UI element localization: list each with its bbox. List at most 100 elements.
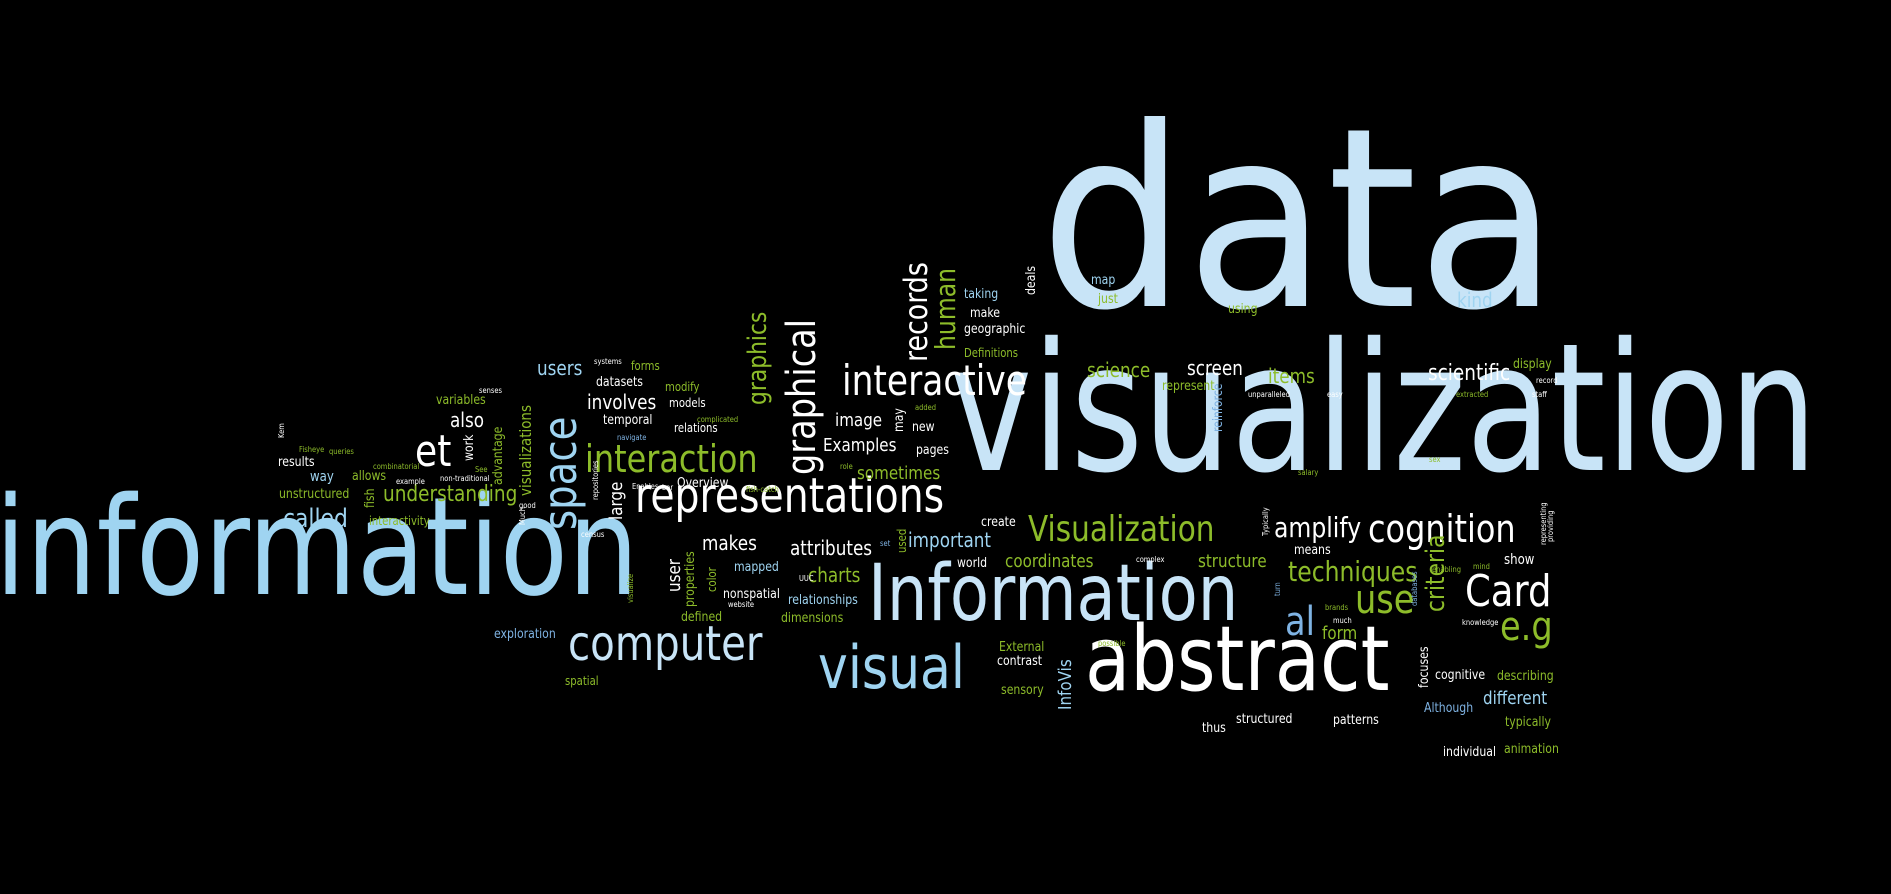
word-allows-89: allows [352,469,387,484]
word-uuc-134: UUC [799,574,814,583]
word-techniques-21: techniques [1288,555,1418,588]
word-computer-6: computer [568,616,763,672]
word-called-24: called [283,504,348,534]
word-census-124: census [581,530,605,539]
word-visual-7: visual [818,633,965,703]
word-science-30: science [1087,358,1151,382]
word-advantage-86: advantage [491,426,506,485]
word-just-101: just [1098,292,1118,307]
word-salary-107: salary [1298,468,1319,477]
word-visualization-11: Visualization [1028,509,1215,550]
word-create-62: create [981,515,1016,530]
word-extracted-110: extracted [1456,390,1489,399]
word-complex-137: complex [1136,555,1165,564]
word-staff-109: staff [1532,390,1547,399]
word-nonspatial-68: nonspatial [723,587,780,602]
word-set-136: set [880,539,891,548]
word-thus-49: thus [1202,721,1226,736]
word-makes-36: makes [702,531,757,555]
word-work-87: work [462,434,477,461]
word-results-90: results [278,455,315,470]
word-visualization-1: visualization [950,305,1818,512]
word-information-2: information [0,469,639,627]
word-important-38: important [908,528,992,552]
word-charts-39: charts [808,563,861,587]
word-users-32: users [537,356,583,380]
word-interactivity-92: interactivity [369,514,430,528]
word-much-140: much [1333,616,1352,625]
word-image-42: image [835,410,883,431]
word-visualizations-85: visualizations [516,405,535,496]
word-records-16: records [897,262,935,362]
word-taking-95: taking [964,287,999,302]
word-may-82: may [892,408,907,432]
word-databases-142: databases [1410,571,1419,606]
word-geographic-98: geographic [964,322,1026,337]
word-human-17: human [929,267,962,350]
word-overview-75: Overview [677,476,729,491]
word-interaction-9: interaction [585,437,758,481]
word-new-83: new [912,420,935,435]
word-non-traditional-119: non-traditional [440,474,490,483]
word-sex-149: sex [1429,455,1441,464]
word-mind-144: mind [1473,562,1490,571]
word-sometimes-37: sometimes [857,463,941,484]
word-map-100: map [1091,273,1116,288]
word-forms-80: forms [631,359,660,373]
word-understanding-25: understanding [383,482,518,507]
word-defined-67: defined [681,610,723,625]
word-large-74: large [606,481,627,520]
word-turn-141: turn [1273,582,1282,596]
word-al-20: al [1285,599,1315,645]
word-enabling-145: enabling [1432,565,1462,574]
word-complicated-130: complicated [697,415,739,424]
word-cognitive-54: cognitive [1435,668,1486,683]
word-graphics-26: graphics [743,311,773,405]
word-modify-81: modify [665,380,700,394]
word-typically-146: Typically [1261,507,1270,536]
word-reinforce-105: reinforce [1211,383,1226,432]
word-sensory-57: sensory [1001,683,1044,698]
word-external-59: External [999,640,1045,655]
word-relations-79: relations [674,421,718,435]
word-see-121: See [475,465,488,474]
word-abstract-3: abstract [1085,607,1390,712]
word-website-133: website [728,600,755,609]
word-contrast-58: contrast [997,654,1043,669]
word-means-61: means [1294,543,1331,558]
word-make-97: make [970,306,1000,321]
word-brands-139: brands [1325,603,1349,612]
word-models-78: models [669,396,706,410]
word-animation-46: animation [1504,742,1559,757]
word-space-13: space [533,416,587,530]
word-infovis-56: InfoVis [1055,659,1076,710]
word-mapped-66: mapped [734,560,779,575]
word-easy-111: easy [1327,390,1343,399]
word-although-51: Although [1424,701,1474,716]
word-unstructured-91: unstructured [279,487,350,502]
word-items-27: items [1268,364,1315,388]
word-form-60: form [1322,623,1358,644]
word-e-g-19: e.g [1500,604,1553,650]
word-use-18: use [1355,577,1415,623]
word-unparalleled-112: unparalleled [1248,390,1290,399]
word-card-12: Card [1465,566,1552,617]
word-deals-96: deals [1024,265,1039,295]
word-using-102: using [1228,302,1258,317]
word-structure-41: structure [1198,551,1267,572]
word-knowledge-143: knowledge [1462,618,1499,627]
word-datasets-77: datasets [596,375,643,390]
word-user-71: user [664,559,685,592]
word-color-73: color [705,567,719,592]
word-definitions-99: Definitions [964,346,1019,360]
word-possible-138: possible [1098,639,1126,648]
word-systems-113: systems [594,357,622,366]
word-fish-93: fish [363,488,378,508]
word-visualize-135: visualize [626,573,635,603]
word-bar-127: bar [662,483,674,492]
word-role-131: role [840,462,853,471]
word-repositories-125: repositories [591,460,600,500]
word-typically-52: typically [1505,715,1551,730]
word-patterns-50: patterns [1333,713,1379,728]
